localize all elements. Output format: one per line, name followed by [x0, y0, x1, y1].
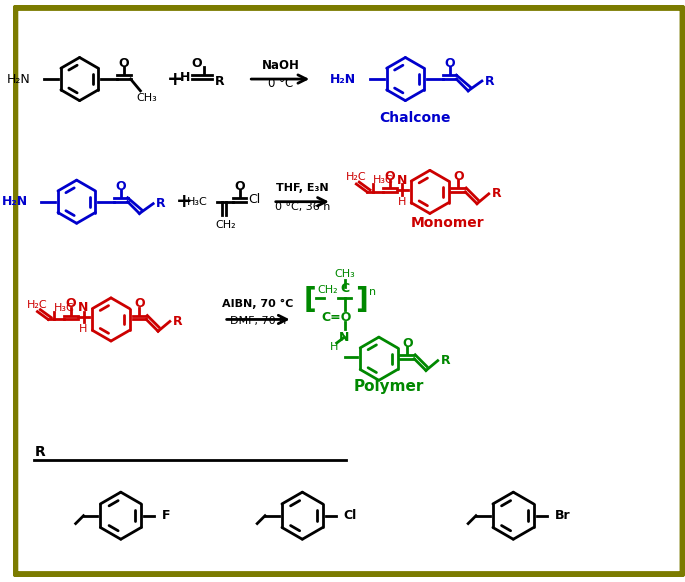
Text: H₃C: H₃C: [54, 303, 75, 313]
Text: F: F: [162, 509, 171, 522]
Text: 0 °C, 36 h: 0 °C, 36 h: [275, 201, 330, 212]
Text: n: n: [369, 287, 377, 297]
Text: THF, E₃N: THF, E₃N: [276, 183, 329, 193]
Text: CH₃: CH₃: [334, 269, 355, 279]
Text: CH₂: CH₂: [318, 285, 338, 295]
Text: R: R: [440, 354, 451, 367]
Text: R: R: [485, 74, 495, 87]
Text: C=O: C=O: [321, 311, 352, 324]
Text: H₂N: H₂N: [1, 195, 27, 208]
Text: ]: ]: [355, 286, 368, 314]
Text: H₃C: H₃C: [373, 175, 394, 185]
Text: AIBN, 70 °C: AIBN, 70 °C: [223, 299, 294, 309]
Text: +: +: [176, 192, 192, 211]
FancyBboxPatch shape: [15, 8, 683, 574]
Text: N: N: [339, 331, 350, 343]
Text: H: H: [79, 324, 88, 334]
Text: H₂N: H₂N: [7, 73, 31, 86]
Text: O: O: [134, 297, 145, 310]
Text: H: H: [398, 197, 407, 207]
Text: H₃C: H₃C: [186, 197, 207, 207]
Text: R: R: [156, 197, 166, 210]
Text: [: [: [304, 286, 316, 314]
Text: R: R: [34, 445, 45, 459]
Text: O: O: [384, 170, 395, 183]
Text: N: N: [78, 301, 88, 314]
Text: Br: Br: [554, 509, 570, 522]
Text: O: O: [119, 57, 129, 70]
Text: R: R: [173, 315, 182, 328]
Text: CH₂: CH₂: [216, 220, 236, 230]
Text: Polymer: Polymer: [353, 379, 424, 393]
Text: Monomer: Monomer: [411, 217, 484, 230]
Text: NaOH: NaOH: [262, 59, 299, 72]
Text: O: O: [234, 179, 245, 193]
Text: R: R: [215, 74, 225, 87]
Text: N: N: [397, 173, 408, 187]
Text: H₂N: H₂N: [330, 73, 356, 86]
Text: H₂C: H₂C: [27, 300, 48, 310]
Text: O: O: [116, 179, 126, 193]
Text: O: O: [191, 57, 201, 70]
Text: H: H: [329, 342, 338, 352]
Text: DMF, 70 h: DMF, 70 h: [230, 317, 286, 327]
Text: O: O: [444, 57, 455, 70]
Text: O: O: [66, 297, 76, 310]
Text: CH₃: CH₃: [136, 93, 157, 102]
Text: C: C: [340, 282, 349, 294]
Text: Chalcone: Chalcone: [379, 111, 451, 125]
Text: 0 °C: 0 °C: [268, 77, 293, 90]
Text: +: +: [166, 70, 183, 88]
Text: R: R: [492, 187, 501, 200]
Text: H₂C: H₂C: [346, 172, 366, 182]
Text: Cl: Cl: [344, 509, 357, 522]
Text: O: O: [402, 336, 412, 350]
Text: Cl: Cl: [248, 193, 260, 206]
Text: H: H: [179, 70, 190, 84]
Text: O: O: [453, 170, 464, 183]
